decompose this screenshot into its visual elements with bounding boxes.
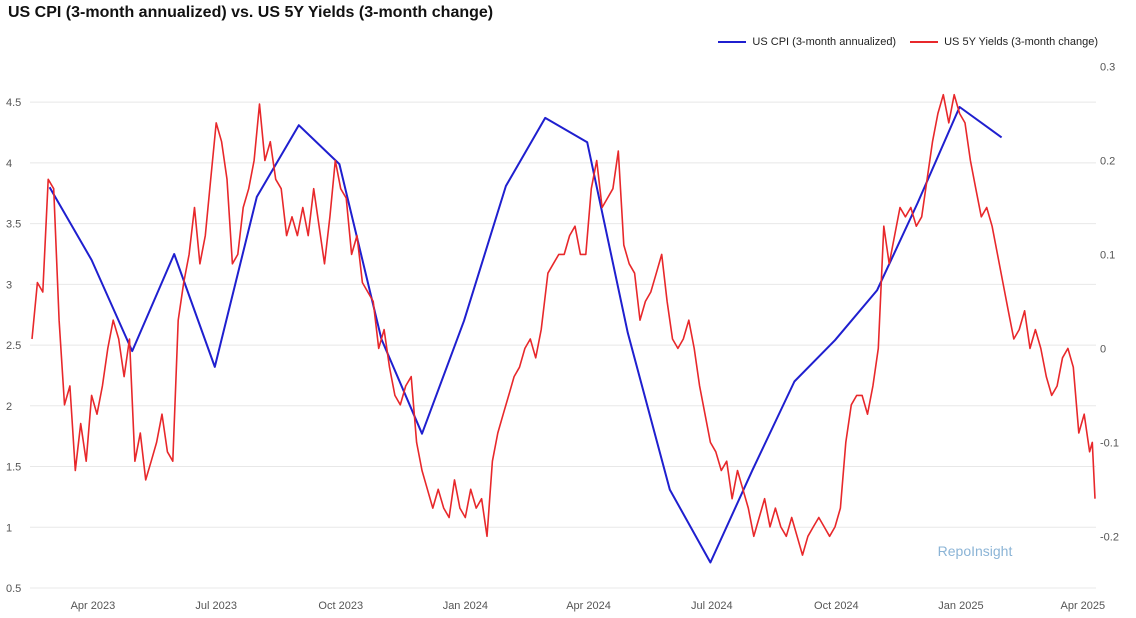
y-right-tick-label: -0.1 <box>1100 437 1119 449</box>
x-tick-label: Apr 2024 <box>566 600 611 612</box>
y-left-tick-label: 1.5 <box>6 462 21 474</box>
y-right-tick-label: 0.1 <box>1100 249 1115 261</box>
legend: US CPI (3-month annualized) US 5Y Yields… <box>718 36 1098 48</box>
y-left-tick-label: 3.5 <box>6 219 21 231</box>
legend-item-cpi[interactable]: US CPI (3-month annualized) <box>718 36 896 48</box>
x-tick-label: Jan 2024 <box>443 600 488 612</box>
y-right-tick-label: 0.3 <box>1100 62 1115 74</box>
gridlines <box>30 101 1096 589</box>
y-right-tick-label: -0.2 <box>1100 531 1119 543</box>
chart-title: US CPI (3-month annualized) vs. US 5Y Yi… <box>8 4 494 21</box>
y-right-tick-label: 0 <box>1100 343 1106 355</box>
legend-label-5y-yields: US 5Y Yields (3-month change) <box>944 36 1098 48</box>
y-left-tick-label: 2.5 <box>6 340 21 352</box>
watermark: RepoInsight <box>938 543 1013 559</box>
legend-swatch-5y-yields <box>910 41 939 43</box>
series-line-5y-yields <box>31 93 1096 556</box>
x-tick-label: Apr 2023 <box>71 600 116 612</box>
x-tick-label: Oct 2023 <box>318 600 363 612</box>
y-axis-right-ticks: -0.2 -0.1 0 0.1 0.2 0.3 <box>1100 62 1119 544</box>
x-tick-label: Jan 2025 <box>938 600 983 612</box>
y-left-tick-label: 2 <box>6 401 12 413</box>
x-axis-ticks: Apr 2023 Jul 2023 Oct 2023 Jan 2024 Apr 2024… <box>71 600 1106 612</box>
x-tick-label: Jul 2023 <box>195 600 237 612</box>
y-left-tick-label: 3 <box>6 279 12 291</box>
legend-swatch-cpi <box>718 41 747 43</box>
legend-label-cpi: US CPI (3-month annualized) <box>752 36 897 48</box>
y-left-tick-label: 4.5 <box>6 97 21 109</box>
y-axis-left-ticks: 0.5 1 1.5 2 2.5 3 3.5 4 4.5 <box>6 97 21 595</box>
y-right-tick-label: 0.2 <box>1100 155 1115 167</box>
y-left-tick-label: 1 <box>6 522 12 534</box>
series-lines <box>31 93 1096 564</box>
x-tick-label: Jul 2024 <box>691 600 733 612</box>
series-line-cpi <box>48 106 1003 564</box>
x-tick-label: Apr 2025 <box>1060 600 1105 612</box>
y-left-tick-label: 0.5 <box>6 583 21 595</box>
legend-item-5y-yields[interactable]: US 5Y Yields (3-month change) <box>910 36 1098 48</box>
y-left-tick-label: 4 <box>6 158 12 170</box>
x-tick-label: Oct 2024 <box>814 600 859 612</box>
